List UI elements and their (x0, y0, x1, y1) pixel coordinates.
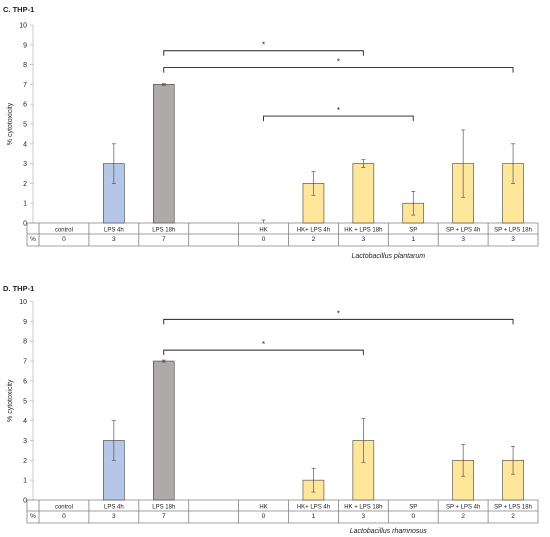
x-category-label: HK+ LPS 4h (297, 228, 330, 234)
x-category-label: SP + LPS 18h (494, 228, 532, 234)
x-axis-label: Lactobacillus plantarum (352, 253, 426, 260)
x-axis-label: Lactobacillus rhamnosus (350, 528, 428, 535)
y-tick-label: 8 (23, 339, 27, 346)
table-value: 0 (262, 236, 266, 243)
table-value: 3 (362, 513, 366, 520)
significance-bracket (163, 50, 364, 56)
x-category-label: LPS 18h (152, 505, 175, 511)
table-value: 2 (461, 513, 465, 520)
y-tick-label: 6 (23, 102, 27, 109)
data-table: % control 0 LPS 4h 3 LPS 18h 7 HK 0 HK+ LPS 4h 1 HK… (26, 499, 539, 524)
y-tick-label: 2 (23, 181, 27, 188)
y-tick-label: 10 (19, 23, 27, 30)
x-category-label: HK + LPS 18h (344, 228, 382, 234)
bar (352, 163, 375, 224)
significance-bracket (263, 115, 414, 122)
table-value: 3 (362, 236, 366, 243)
significance-star: * (262, 340, 265, 349)
table-value: 3 (112, 236, 116, 243)
table-value: 2 (312, 236, 316, 243)
table-value: 3 (511, 236, 515, 243)
y-axis-label: % cytotoxicity (7, 379, 14, 422)
x-category-label: SP + LPS 4h (446, 228, 480, 234)
x-category-label: SP (409, 228, 417, 234)
bar (152, 360, 175, 501)
x-category-label: control (55, 228, 73, 234)
y-tick-label: 7 (23, 82, 27, 89)
table-row-label: % (30, 236, 36, 243)
y-tick-label: 6 (23, 378, 27, 385)
y-tick-label: 4 (23, 418, 27, 425)
x-category-label: SP + LPS 18h (494, 505, 532, 511)
table-value: 7 (162, 236, 166, 243)
table-value: 2 (511, 513, 515, 520)
x-category-label: HK (259, 505, 267, 511)
table-value: 0 (62, 513, 66, 520)
y-tick-label: 4 (23, 141, 27, 148)
y-tick-label: 2 (23, 458, 27, 465)
x-category-label: HK (259, 228, 267, 234)
y-tick-label: 3 (23, 161, 27, 168)
significance-star: * (337, 309, 340, 318)
y-tick-label: 7 (23, 359, 27, 366)
y-tick-label: 1 (23, 201, 27, 208)
significance-star: * (337, 106, 340, 115)
panel-label: D. THP-1 (3, 284, 34, 293)
significance-bracket (163, 349, 364, 356)
significance-bracket (163, 318, 514, 325)
x-category-label: LPS 4h (104, 505, 124, 511)
y-tick-label: 8 (23, 62, 27, 69)
significance-star: * (337, 58, 340, 67)
y-tick-label: 0 (23, 498, 27, 505)
table-value: 0 (411, 513, 415, 520)
y-tick-label: 0 (23, 221, 27, 228)
table-row-label: % (30, 513, 36, 520)
x-category-label: HK+ LPS 4h (297, 505, 330, 511)
y-tick-label: 1 (23, 478, 27, 485)
y-tick-label: 5 (23, 122, 27, 129)
bar (152, 84, 175, 224)
table-value: 1 (411, 236, 415, 243)
x-category-label: HK + LPS 18h (344, 505, 382, 511)
y-tick-label: 9 (23, 319, 27, 326)
y-tick-label: 10 (19, 299, 27, 306)
table-value: 0 (262, 513, 266, 520)
x-category-label: LPS 4h (104, 228, 124, 234)
table-value: 1 (312, 513, 316, 520)
table-value: 0 (62, 236, 66, 243)
table-value: 3 (112, 513, 116, 520)
y-tick-label: 3 (23, 438, 27, 445)
y-axis-label: % cytotoxicity (7, 102, 14, 145)
data-table: % control 0 LPS 4h 3 LPS 18h 7 HK 0 HK+ LPS 4h 2 HK… (26, 222, 539, 247)
x-category-label: SP + LPS 4h (446, 505, 480, 511)
table-value: 3 (461, 236, 465, 243)
y-tick-label: 5 (23, 398, 27, 405)
y-tick-label: 9 (23, 42, 27, 49)
significance-bracket (163, 67, 514, 73)
x-category-label: SP (409, 505, 417, 511)
x-category-label: control (55, 505, 73, 511)
panel-label: C. THP-1 (3, 5, 34, 14)
significance-star: * (262, 41, 265, 50)
table-value: 7 (162, 513, 166, 520)
x-category-label: LPS 18h (152, 228, 175, 234)
